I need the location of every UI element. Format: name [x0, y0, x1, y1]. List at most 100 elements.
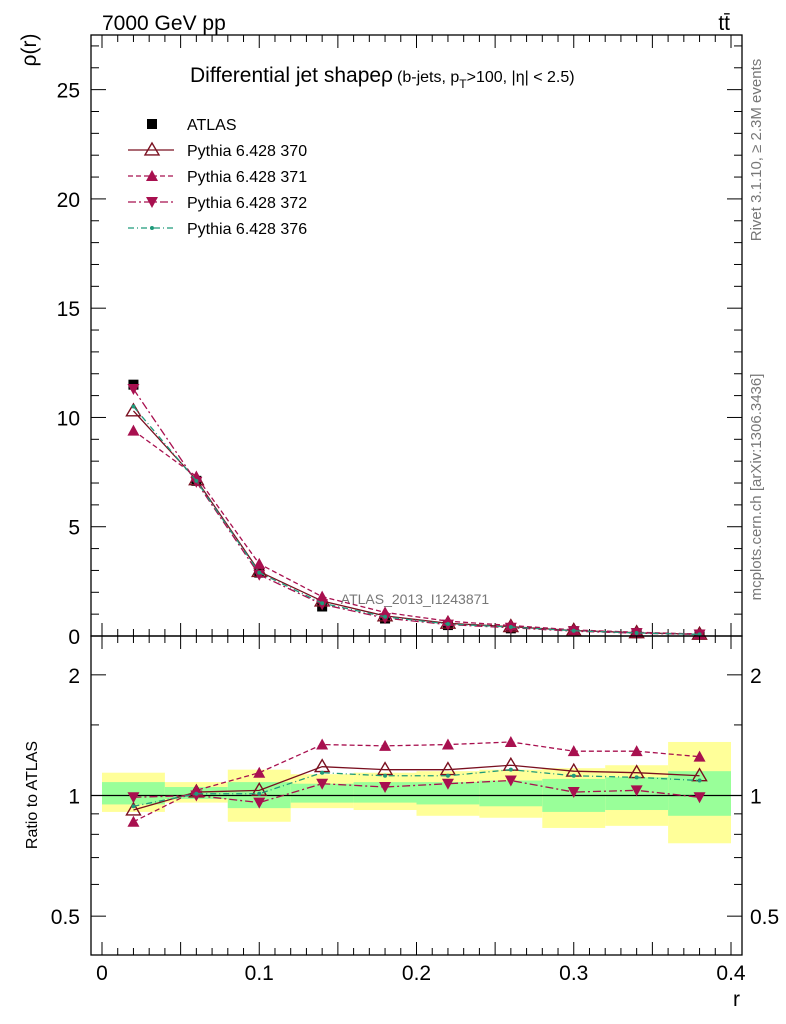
- y-tick-label: 1: [68, 786, 80, 809]
- data-point: [316, 778, 329, 790]
- y-tick-label: 5: [68, 517, 80, 540]
- data-point: [127, 815, 140, 827]
- data-point: [508, 625, 513, 630]
- data-point: [441, 738, 454, 750]
- data-point: [567, 787, 580, 799]
- data-point: [567, 745, 580, 757]
- data-point: [508, 767, 513, 772]
- data-point: [379, 739, 392, 751]
- data-point: [316, 590, 329, 602]
- ratio-plot-panel: 0 0.1 0.2 0.3 0.4 r 0.5 0.5 1 1 2 2 Ratio to ATLAS: [24, 635, 779, 1011]
- data-point: [320, 770, 325, 775]
- data-point: [127, 384, 140, 396]
- y-axis-label: ρ(r): [18, 34, 41, 67]
- data-point: [504, 775, 517, 787]
- data-point: [571, 628, 576, 633]
- chart-title-subscript: T: [459, 77, 467, 91]
- data-point: [313, 758, 331, 773]
- y-tick-label-right: 2: [750, 665, 762, 688]
- data-point: [257, 791, 262, 796]
- data-point: [630, 785, 643, 797]
- data-point: [693, 792, 706, 804]
- y-tick-label: 20: [57, 189, 80, 212]
- chart-title: Differential jet shapeρ (b-jets, pT>100, …: [190, 64, 575, 91]
- uncertainty-bands: [102, 741, 731, 844]
- x-tick-label: 0.4: [716, 962, 746, 985]
- data-point: [257, 570, 262, 575]
- ratio-series-p376: [131, 767, 702, 809]
- data-point: [194, 478, 199, 483]
- data-point: [253, 797, 266, 809]
- chart-title-tail: >100, |η| < 2.5): [467, 69, 575, 86]
- main-plot-panel: 0 5 10 15 20 25 ρ(r) Differential jet shapeρ (b-…: [18, 34, 743, 649]
- legend-marker: [147, 119, 157, 129]
- series-p376: [131, 404, 702, 637]
- y-tick-label: 15: [57, 298, 80, 321]
- ratio-series-p371: [127, 735, 706, 827]
- data-point: [383, 773, 388, 778]
- series-line: [132, 406, 700, 636]
- x-tick-label: 0.3: [559, 962, 588, 985]
- header-collision: 7000 GeV pp: [102, 12, 226, 35]
- y-tick-label: 2: [68, 665, 80, 688]
- analysis-watermark: ATLAS_2013_I1243871: [341, 591, 490, 607]
- data-point: [634, 775, 639, 780]
- legend-marker: [146, 170, 158, 181]
- data-point: [316, 738, 329, 750]
- data-point: [383, 614, 388, 619]
- data-point: [693, 750, 706, 762]
- data-point: [131, 804, 136, 809]
- series-line: [133, 779, 700, 804]
- data-point: [630, 745, 643, 757]
- data-point: [131, 404, 136, 409]
- series-line: [133, 741, 700, 823]
- data-point: [127, 424, 140, 436]
- ratio-series-p372: [127, 775, 706, 809]
- chart-title-suffix: (b-jets, p: [397, 69, 459, 86]
- x-tick-label: 0.1: [245, 962, 274, 985]
- y-tick-label-right: 0.5: [750, 906, 779, 929]
- series-line: [133, 430, 700, 635]
- data-point: [253, 569, 266, 581]
- data-point: [194, 791, 199, 796]
- data-point: [253, 766, 266, 778]
- series-line: [133, 769, 700, 807]
- y-tick-label: 25: [57, 80, 80, 103]
- y-tick-label-right: 1: [750, 786, 762, 809]
- data-point: [379, 782, 392, 794]
- rivet-version-label: Rivet 3.1.10, ≥ 2.3M events: [748, 59, 765, 242]
- data-point: [253, 557, 266, 569]
- chart-title-main: Differential jet shapeρ: [190, 64, 393, 87]
- y-tick-label: 0: [68, 626, 80, 649]
- data-point: [697, 778, 702, 783]
- x-axis-label: r: [733, 988, 740, 1011]
- data-point: [441, 778, 454, 790]
- y-tick-label: 0.5: [51, 906, 80, 929]
- header-process: tt̄: [718, 12, 730, 35]
- legend-marker: [143, 141, 161, 156]
- band-stat: [290, 783, 354, 803]
- data-point: [127, 792, 140, 804]
- mcplots-credit-label: mcplots.cern.ch [arXiv:1306.3436]: [748, 374, 765, 601]
- data-point: [504, 735, 517, 747]
- data-point: [445, 773, 450, 778]
- legend-label: Pythia 6.428 372: [187, 195, 307, 212]
- legend: ATLAS Pythia 6.428 370 Pythia 6.428 371 Pyt…: [128, 117, 307, 238]
- x-tick-label: 0.2: [402, 962, 431, 985]
- legend-marker: [150, 226, 154, 230]
- legend-label: ATLAS: [187, 117, 237, 134]
- legend-label: Pythia 6.428 376: [187, 221, 307, 238]
- data-point: [634, 630, 639, 635]
- data-point: [125, 801, 142, 816]
- data-point: [445, 621, 450, 626]
- data-point: [320, 601, 325, 606]
- x-tick-label: 0: [96, 962, 108, 985]
- data-point: [571, 773, 576, 778]
- series-line: [133, 764, 700, 811]
- legend-label: Pythia 6.428 371: [187, 169, 307, 186]
- legend-marker: [146, 197, 158, 208]
- y-axis-label: Ratio to ATLAS: [24, 741, 41, 849]
- legend-label: Pythia 6.428 370: [187, 143, 307, 160]
- band-stat: [416, 782, 480, 805]
